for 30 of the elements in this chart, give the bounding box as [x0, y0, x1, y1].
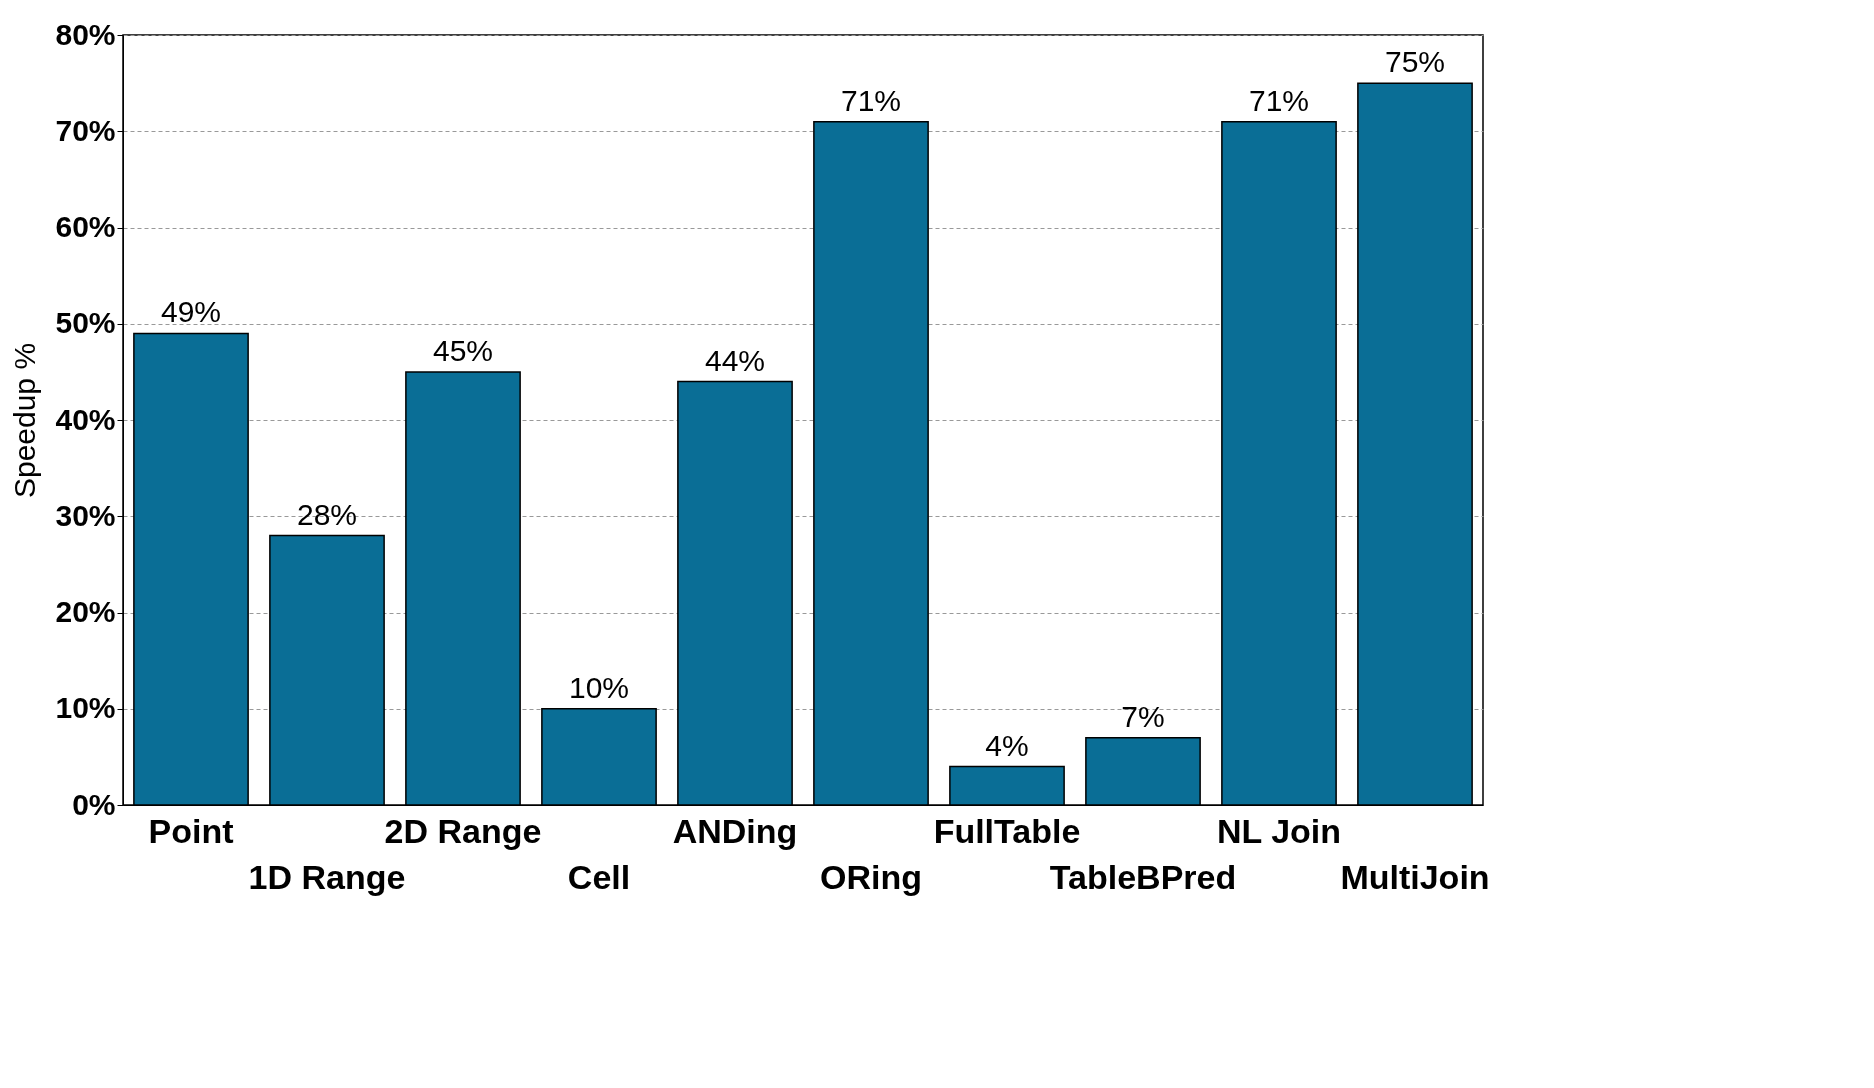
data-label: 28%	[296, 497, 358, 531]
x-tick-label: 1D Range	[248, 857, 406, 896]
x-tick-label: ANDing	[672, 811, 798, 850]
x-tick-label: 2D Range	[384, 811, 542, 850]
data-label: 4%	[985, 728, 1029, 762]
x-tick-label: Point	[148, 811, 234, 850]
y-tick-label: 20%	[55, 595, 116, 628]
y-axis-title: Speedup %	[8, 342, 42, 499]
x-tick-label: MultiJoin	[1340, 857, 1490, 896]
data-label: 7%	[1121, 699, 1165, 733]
y-tick-label: 30%	[55, 498, 116, 532]
data-label: 49%	[160, 295, 222, 329]
y-tick-label: 80%	[55, 17, 116, 51]
y-tick-label: 60%	[55, 210, 116, 243]
y-tick-label: 50%	[55, 306, 116, 340]
data-label: 75%	[1384, 45, 1446, 79]
x-tick-label: TableBPred	[1049, 857, 1237, 896]
data-label: 44%	[704, 343, 766, 377]
data-label: 45%	[432, 333, 494, 367]
data-label: 71%	[1248, 83, 1310, 117]
y-tick-label: 0%	[72, 787, 116, 821]
x-tick-label: FullTable	[933, 811, 1081, 850]
y-tick-label: 70%	[55, 113, 116, 147]
y-tick-label: 40%	[55, 402, 116, 436]
x-tick-label: Cell	[567, 857, 631, 896]
y-tick-label: 10%	[55, 691, 116, 725]
data-label: 10%	[568, 670, 630, 704]
data-label: 71%	[840, 83, 902, 117]
x-tick-label: NL Join	[1216, 811, 1342, 850]
x-tick-label: ORing	[820, 857, 922, 896]
